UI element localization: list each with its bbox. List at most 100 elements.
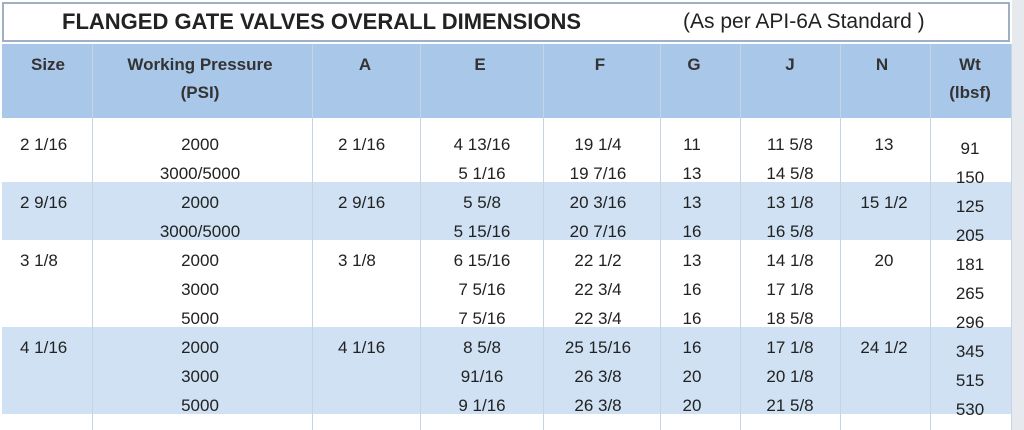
value-cell: 20 7/16 [569,222,627,241]
n-cell: 15 1/2 [860,193,908,212]
value-cell: 22 3/4 [574,280,622,299]
value-cell: 11 [683,135,701,154]
value-cell: 515 [955,371,985,390]
value-cell: 150 [955,168,985,187]
column-header: Size [30,55,66,74]
value-cell: 5 1/16 [458,164,506,183]
value-cell: 205 [955,226,985,245]
value-cell: 91/16 [460,367,504,386]
value-cell: 19 1/4 [574,135,622,154]
value-cell: 13 1/8 [766,193,814,212]
value-cell: 20 1/8 [766,367,814,386]
value-cell: 6 15/16 [453,251,511,270]
column-line [92,44,93,430]
row-band [2,327,1012,414]
value-cell: 5 5/8 [463,193,501,212]
title-bar [2,2,1010,42]
value-cell: 14 1/8 [766,251,814,270]
value-cell: 2000 [181,193,219,212]
a-cell: 2 9/16 [338,193,386,212]
n-cell: 20 [874,251,894,270]
value-cell: 16 [682,338,702,357]
value-cell: 9 1/16 [458,396,506,415]
title: FLANGED GATE VALVES OVERALL DIMENSIONS [62,9,582,34]
column-line [312,44,313,430]
value-cell: 4 13/16 [453,135,511,154]
column-header: Wt [959,55,981,74]
value-cell: 5000 [181,309,219,328]
column-header: J [785,55,795,74]
value-cell: 21 5/8 [766,396,814,415]
column-line [930,44,931,430]
value-cell: 17 1/8 [766,280,814,299]
header-row [2,44,1012,118]
column-header: A [358,55,372,74]
value-cell: 2000 [181,135,219,154]
size-cell: 3 1/8 [20,251,58,270]
value-cell: 26 3/8 [574,396,622,415]
column-header: E [474,55,486,74]
column-header: (lbsf) [949,83,991,102]
column-header: Working Pressure [127,55,273,74]
value-cell: 2000 [181,338,219,357]
value-cell: 3000/5000 [159,222,241,241]
row-band [2,182,1012,240]
column-line [543,44,544,430]
value-cell: 3000/5000 [159,164,241,183]
a-cell: 4 1/16 [338,338,386,357]
n-cell: 24 1/2 [860,338,908,357]
value-cell: 530 [955,400,985,419]
value-cell: 7 5/16 [458,309,506,328]
value-cell: 14 5/8 [766,164,814,183]
value-cell: 26 3/8 [574,367,622,386]
column-line [740,44,741,430]
value-cell: 20 3/16 [569,193,627,212]
value-cell: 16 5/8 [766,222,814,241]
column-line [660,44,661,430]
column-line [420,44,421,430]
column-header: N [875,55,889,74]
value-cell: 22 3/4 [574,309,622,328]
value-cell: 13 [682,193,702,212]
value-cell: 16 [682,309,702,328]
value-cell: 13 [682,164,702,183]
title-note: (As per API-6A Standard ) [683,10,925,33]
value-cell: 11 5/8 [766,135,814,154]
value-cell: 20 [682,367,702,386]
value-cell: 25 15/16 [564,338,632,357]
size-cell: 4 1/16 [20,338,68,357]
column-header: G [687,55,701,74]
value-cell: 17 1/8 [766,338,814,357]
value-cell: 3000 [181,367,219,386]
column-header: F [594,55,606,74]
value-cell: 181 [955,255,985,274]
value-cell: 7 5/16 [458,280,506,299]
column-line [840,44,841,430]
value-cell: 18 5/8 [766,309,814,328]
value-cell: 20 [682,396,702,415]
value-cell: 8 5/8 [463,338,501,357]
value-cell: 125 [955,197,985,216]
value-cell: 3000 [181,280,219,299]
value-cell: 345 [955,342,985,361]
a-cell: 2 1/16 [338,135,386,154]
value-cell: 16 [682,222,702,241]
value-cell: 16 [682,280,702,299]
value-cell: 91 [960,139,980,158]
column-header: (PSI) [180,83,220,102]
page-edge [1012,0,1024,430]
value-cell: 296 [955,313,985,332]
size-cell: 2 9/16 [20,193,68,212]
n-cell: 13 [874,135,894,154]
value-cell: 5000 [181,396,219,415]
value-cell: 5 15/16 [453,222,511,241]
value-cell: 2000 [181,251,219,270]
value-cell: 19 7/16 [569,164,627,183]
column-line [1011,44,1012,430]
value-cell: 265 [955,284,985,303]
value-cell: 13 [682,251,702,270]
a-cell: 3 1/8 [338,251,376,270]
value-cell: 22 1/2 [574,251,622,270]
size-cell: 2 1/16 [20,135,68,154]
